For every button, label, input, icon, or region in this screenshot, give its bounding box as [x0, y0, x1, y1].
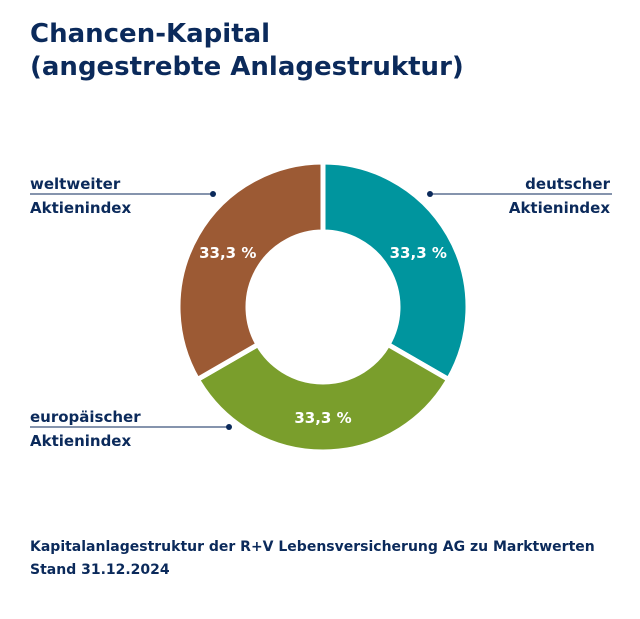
chart-title-line1: Chancen-Kapital [30, 19, 271, 49]
value-labels: 33,3 % 33,3 % 33,3 % [199, 244, 447, 427]
legend-label-deutscher-line2: Aktienindex [508, 199, 610, 217]
donut-slice-deutscher [320, 159, 471, 383]
leader-dot-deutscher [427, 191, 433, 197]
leader-dot-weltweiter [210, 191, 216, 197]
legend-label-weltweiter: weltweiter Aktienindex [30, 172, 131, 220]
donut-slices [175, 159, 471, 455]
value-label-deutscher: 33,3 % [390, 244, 447, 262]
chart-title-line2: (angestrebte Anlagestruktur) [30, 52, 464, 82]
donut-slice-weltweiter [175, 159, 326, 383]
legend-label-europaeischer-line1: europäischer [30, 408, 141, 426]
footer-line1: Kapitalanlagestruktur der R+V Lebensvers… [30, 539, 595, 555]
legend-label-deutscher: deutscher Aktienindex [509, 172, 610, 220]
footer-note: Kapitalanlagestruktur der R+V Lebensvers… [30, 536, 595, 582]
legend-label-weltweiter-line1: weltweiter [30, 175, 121, 193]
legend-label-deutscher-line1: deutscher [525, 175, 610, 193]
footer-line2: Stand 31.12.2024 [30, 562, 170, 578]
leader-dot-europaeischer [226, 424, 232, 430]
leader-lines [30, 191, 612, 430]
legend-label-europaeischer-line2: Aktienindex [30, 432, 132, 450]
value-label-weltweiter: 33,3 % [199, 244, 256, 262]
donut-slice-europaeischer [194, 341, 452, 455]
legend-label-europaeischer: europäischer Aktienindex [30, 405, 141, 453]
value-label-europaeischer: 33,3 % [294, 409, 351, 427]
chart-title: Chancen-Kapital (angestrebte Anlagestruk… [30, 18, 464, 84]
legend-label-weltweiter-line2: Aktienindex [30, 199, 132, 217]
